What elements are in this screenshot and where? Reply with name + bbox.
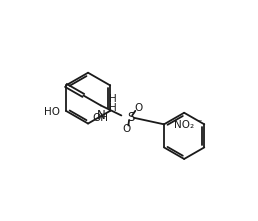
Text: O: O	[122, 124, 130, 133]
Text: N: N	[97, 109, 106, 122]
Text: OH: OH	[92, 113, 108, 123]
Text: S: S	[127, 111, 134, 124]
Text: NO₂: NO₂	[174, 120, 194, 130]
Text: HO: HO	[44, 107, 60, 117]
Text: O: O	[134, 103, 142, 113]
Text: H: H	[109, 93, 117, 103]
Text: H: H	[109, 103, 117, 113]
Text: ⁻: ⁻	[197, 118, 202, 128]
